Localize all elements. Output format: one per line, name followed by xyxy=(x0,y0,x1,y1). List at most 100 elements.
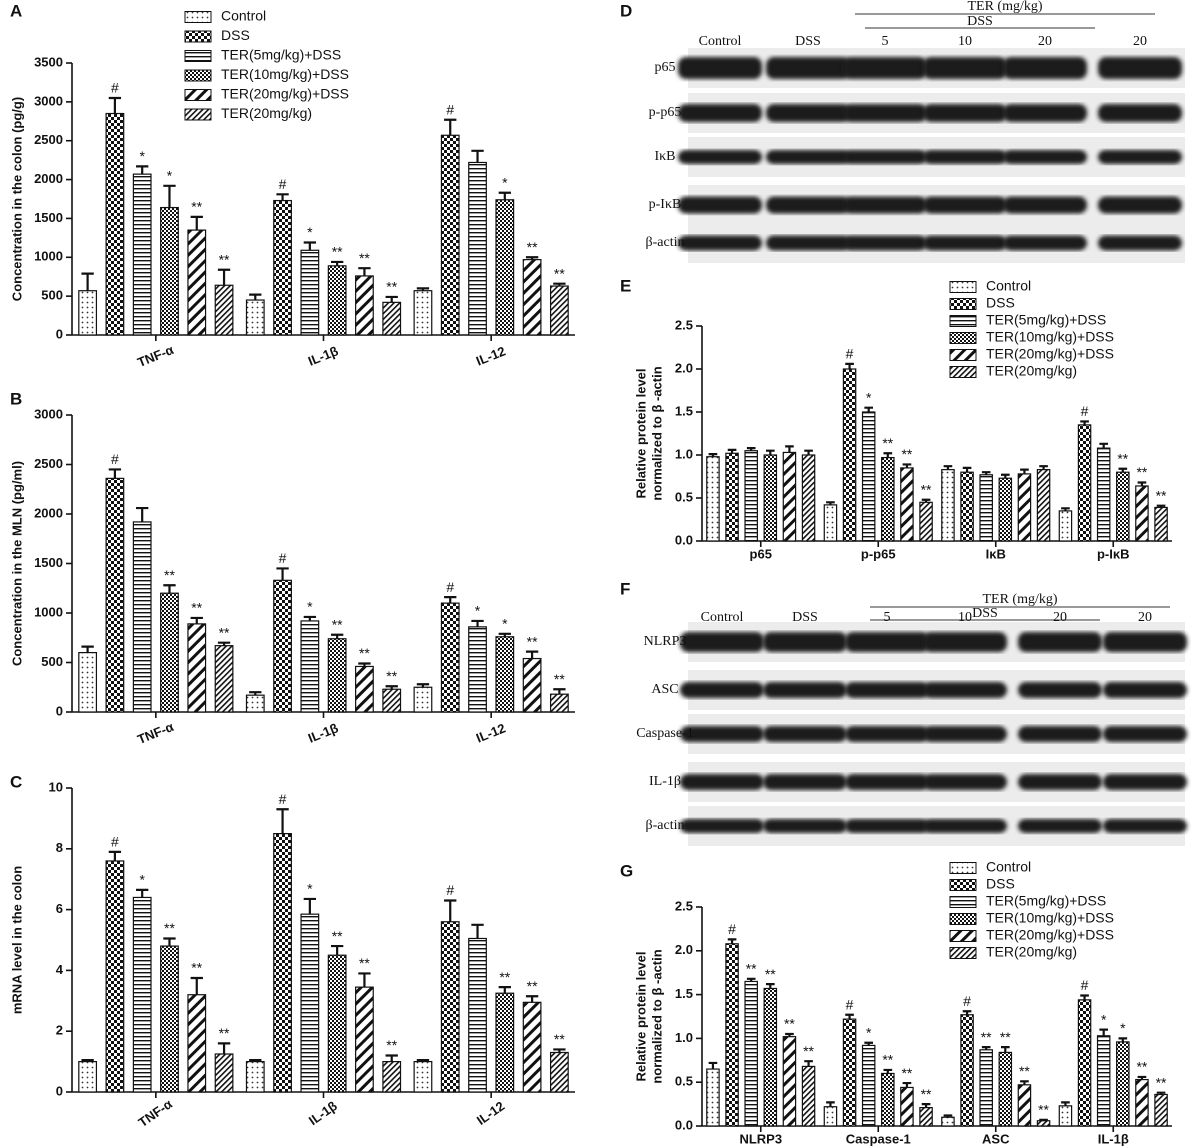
error-bar xyxy=(785,445,794,453)
error-bar xyxy=(962,466,972,473)
significance-marker: * xyxy=(167,167,173,183)
error-bar xyxy=(902,1081,912,1088)
row-label: NLRP3 xyxy=(644,634,687,649)
blot-band xyxy=(843,57,927,79)
significance-marker: # xyxy=(111,80,119,96)
error-bar xyxy=(81,645,94,653)
bar xyxy=(900,1086,914,1127)
bar xyxy=(725,943,739,1127)
error-bar xyxy=(804,449,813,455)
blot-band xyxy=(843,196,927,214)
error-bar xyxy=(553,282,566,287)
blot-band xyxy=(843,104,927,122)
error-bar xyxy=(498,632,511,637)
error-bar xyxy=(727,938,737,944)
lane-label: 20 xyxy=(1053,610,1067,625)
bar xyxy=(355,275,374,336)
y-tick-label: 2.0 xyxy=(675,360,693,375)
y-axis-label: Concentration in the colon (pg/g) xyxy=(9,97,24,301)
error-bar xyxy=(1000,473,1010,479)
bar xyxy=(1116,471,1130,542)
bar xyxy=(549,285,569,336)
y-tick-label: 1.5 xyxy=(675,986,693,1001)
bar xyxy=(1036,469,1051,542)
bar xyxy=(132,521,152,713)
bar xyxy=(801,1065,816,1127)
blot-band xyxy=(1098,235,1182,251)
y-tick-label: 1.0 xyxy=(675,1030,693,1045)
legend-swatch xyxy=(949,349,977,361)
error-bar xyxy=(1099,1028,1109,1036)
significance-marker: # xyxy=(279,176,287,192)
significance-marker: ** xyxy=(784,1016,795,1032)
blot-band xyxy=(1018,819,1102,833)
bar xyxy=(413,1060,433,1093)
row-label: IL-1β xyxy=(649,774,681,789)
error-bar xyxy=(249,691,262,696)
bar xyxy=(160,206,179,336)
bar xyxy=(413,686,433,713)
bar xyxy=(495,199,515,336)
error-bar xyxy=(826,1101,835,1107)
y-axis-label: normalized to β -actin xyxy=(649,949,664,1083)
bar xyxy=(725,452,739,542)
error-bar xyxy=(330,944,344,956)
legend-label: DSS xyxy=(986,295,1015,311)
bar xyxy=(522,259,542,336)
lane-label: 5 xyxy=(882,34,889,49)
legend-label: TER(10mg/kg)+DSS xyxy=(986,329,1114,345)
blot-band xyxy=(1103,774,1187,790)
blot-band xyxy=(843,235,927,251)
blot-band xyxy=(763,726,847,742)
bar xyxy=(919,1107,933,1127)
y-tick-label: 10 xyxy=(49,779,63,794)
significance-marker: ** xyxy=(219,1025,230,1041)
y-tick-label: 8 xyxy=(56,840,63,855)
x-tick-label: IL-1β xyxy=(306,343,340,369)
bar xyxy=(355,665,374,713)
blot-band xyxy=(923,57,1007,79)
error-bar xyxy=(962,1010,972,1015)
bar xyxy=(522,1001,542,1093)
error-bar xyxy=(163,184,176,208)
blot-band xyxy=(1103,632,1187,652)
significance-marker: ** xyxy=(359,955,370,971)
error-bar xyxy=(845,1013,854,1020)
bar xyxy=(468,161,487,336)
significance-marker: ** xyxy=(164,920,175,936)
error-bar xyxy=(981,1046,991,1050)
legend-swatch xyxy=(949,879,977,891)
blot-band xyxy=(766,150,850,164)
legend-label: TER(20mg/kg) xyxy=(986,944,1077,960)
error-bar xyxy=(108,850,122,861)
significance-marker: ** xyxy=(746,961,757,977)
bar xyxy=(549,693,569,713)
bar xyxy=(78,651,98,713)
blot-band xyxy=(766,196,850,214)
legend-label: TER(20mg/kg) xyxy=(986,363,1077,379)
bar xyxy=(861,1044,876,1127)
error-bar xyxy=(385,1054,398,1062)
error-bar xyxy=(471,149,484,163)
error-bar xyxy=(276,808,289,834)
bar xyxy=(782,451,797,542)
error-bar xyxy=(498,191,511,200)
x-tick-label: p-p65 xyxy=(861,546,896,561)
error-bar xyxy=(785,1032,794,1037)
bar xyxy=(382,688,402,713)
y-tick-label: 0 xyxy=(56,703,63,718)
bar xyxy=(960,471,974,542)
bar xyxy=(801,454,816,542)
significance-marker: # xyxy=(111,451,119,467)
significance-marker: # xyxy=(279,550,287,566)
lane-label: 5 xyxy=(884,610,891,625)
error-bar xyxy=(981,471,991,475)
blot-band xyxy=(1103,682,1187,698)
significance-marker: ** xyxy=(386,279,397,295)
error-bar xyxy=(883,452,893,458)
significance-marker: ** xyxy=(901,446,912,462)
error-bar xyxy=(217,641,231,646)
error-bar xyxy=(81,1058,94,1062)
bar xyxy=(300,913,320,1093)
error-bar xyxy=(864,406,874,412)
